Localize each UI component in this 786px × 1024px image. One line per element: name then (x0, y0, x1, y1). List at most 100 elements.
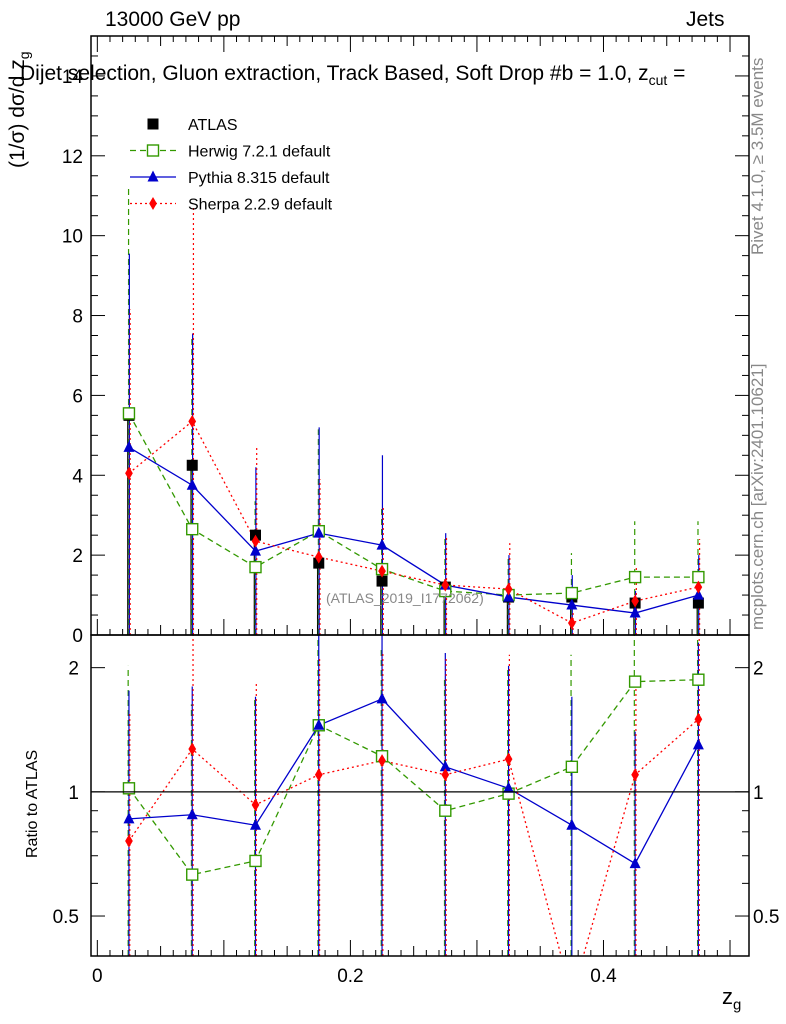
ratio-marker (376, 692, 388, 704)
ratio-marker (566, 818, 578, 830)
legend-label: ATLAS (188, 117, 238, 134)
main-marker (376, 538, 388, 550)
main-marker (250, 544, 261, 556)
x-tick-label: 0 (92, 966, 103, 987)
main-y-tick-label: 10 (62, 227, 83, 248)
main-marker (123, 440, 135, 452)
energy-label: 13000 GeV pp (105, 8, 241, 31)
legend-marker (146, 144, 160, 157)
main-marker (313, 526, 325, 538)
ratio-marker (122, 782, 136, 795)
legend-label: Pythia 8.315 default (188, 170, 330, 187)
main-marker (125, 466, 133, 480)
ratio-marker (125, 834, 133, 848)
ratio-marker (503, 781, 515, 793)
ratio-marker (188, 742, 197, 756)
ratio-y-tick-label: 0.5 (53, 907, 79, 928)
main-marker (251, 534, 260, 548)
main-series-lines (128, 413, 699, 624)
ratio-y-tick-label-right: 2 (753, 659, 764, 680)
main-marker (692, 588, 704, 600)
main-marker (566, 598, 578, 610)
ratio-series-lines (128, 679, 699, 956)
plot-title-text: Dijet selection, Gluon extraction, Track… (20, 62, 649, 85)
main-marker (629, 606, 641, 618)
ratio-marker (568, 989, 576, 1002)
ratio-marker (629, 857, 641, 869)
main-y-tick-label: 0 (72, 626, 83, 647)
main-series-line (128, 420, 699, 624)
main-series-line (128, 446, 699, 614)
mcplots-label: mcplots.cern.ch [arXiv:2401.10621] (748, 363, 767, 630)
main-marker (503, 590, 515, 602)
main-marker (694, 580, 703, 594)
ratio-marker (186, 808, 198, 820)
main-markers (122, 407, 705, 630)
x-tick-label: 0.2 (337, 966, 363, 987)
ratio-marker (249, 854, 262, 868)
main-marker (186, 478, 198, 490)
rivet-version-label: Rivet 4.1.0, ≥ 3.5M events (748, 57, 767, 255)
main-marker (692, 597, 704, 609)
ratio-markers (122, 673, 705, 1002)
main-marker (628, 570, 642, 584)
ratio-marker (692, 673, 705, 686)
main-error-bars (127, 187, 701, 635)
ratio-marker (694, 712, 703, 726)
x-tick-label: 0.4 (590, 966, 617, 987)
main-y-axis-title-subscript: g (16, 51, 33, 60)
main-y-tick-label: 2 (72, 546, 83, 567)
ratio-plot-frame (90, 634, 750, 957)
ratio-marker (441, 768, 450, 782)
plot-title: Dijet selection, Gluon extraction, Track… (20, 62, 685, 88)
category-label: Jets (686, 8, 725, 31)
main-y-axis-title: (1/σ) dσ/d zg (6, 51, 33, 168)
main-series-line (128, 413, 699, 596)
legend-label: Herwig 7.2.1 default (188, 144, 331, 161)
legend: ATLAS Herwig 7.2.1 default Pythia 8.315 de… (130, 117, 333, 214)
ratio-y-tick-label: 2 (68, 659, 79, 680)
ratio-marker (504, 752, 513, 766)
x-axis-title-subscript: g (733, 996, 742, 1014)
main-y-tick-label: 12 (62, 147, 83, 168)
main-marker (504, 582, 513, 596)
ratio-error-bars (127, 635, 700, 956)
main-marker (122, 407, 136, 420)
ratio-marker (314, 768, 323, 782)
main-marker (376, 575, 388, 587)
legend-marker (147, 118, 159, 130)
legend-marker (149, 197, 157, 210)
ratio-marker (186, 868, 199, 881)
main-marker (441, 578, 450, 592)
main-y-tick-label: 6 (72, 386, 83, 407)
ratio-y-axis-title: Ratio to ATLAS (24, 749, 41, 858)
main-marker (188, 414, 197, 428)
ratio-marker (439, 804, 452, 817)
plot-title-subscript: cut (648, 72, 668, 89)
ratio-marker (628, 675, 642, 688)
legend-marker (147, 170, 159, 182)
ratio-y-tick-label-right: 0.5 (753, 907, 779, 928)
analysis-watermark: (ATLAS_2019_I1772062) (326, 590, 484, 606)
ratio-marker (692, 738, 704, 750)
ratio-marker (631, 768, 639, 782)
main-y-tick-label: 8 (72, 307, 83, 328)
main-marker (314, 550, 323, 564)
ratio-marker (251, 798, 260, 812)
main-marker (186, 522, 199, 536)
main-marker (567, 616, 576, 630)
ratio-marker (565, 760, 579, 774)
ratio-y-tick-label-right: 1 (753, 783, 764, 804)
ratio-y-tick-label: 1 (68, 783, 79, 804)
ratio-marker (439, 760, 451, 772)
main-y-tick-label: 14 (62, 67, 84, 88)
ratio-series-line (128, 698, 699, 865)
ratio-marker (123, 812, 135, 824)
main-marker (631, 594, 639, 608)
ratio-marker (313, 718, 325, 730)
x-axis-title: zg (722, 984, 742, 1014)
ratio-series-line (128, 718, 699, 956)
main-marker (565, 586, 579, 600)
